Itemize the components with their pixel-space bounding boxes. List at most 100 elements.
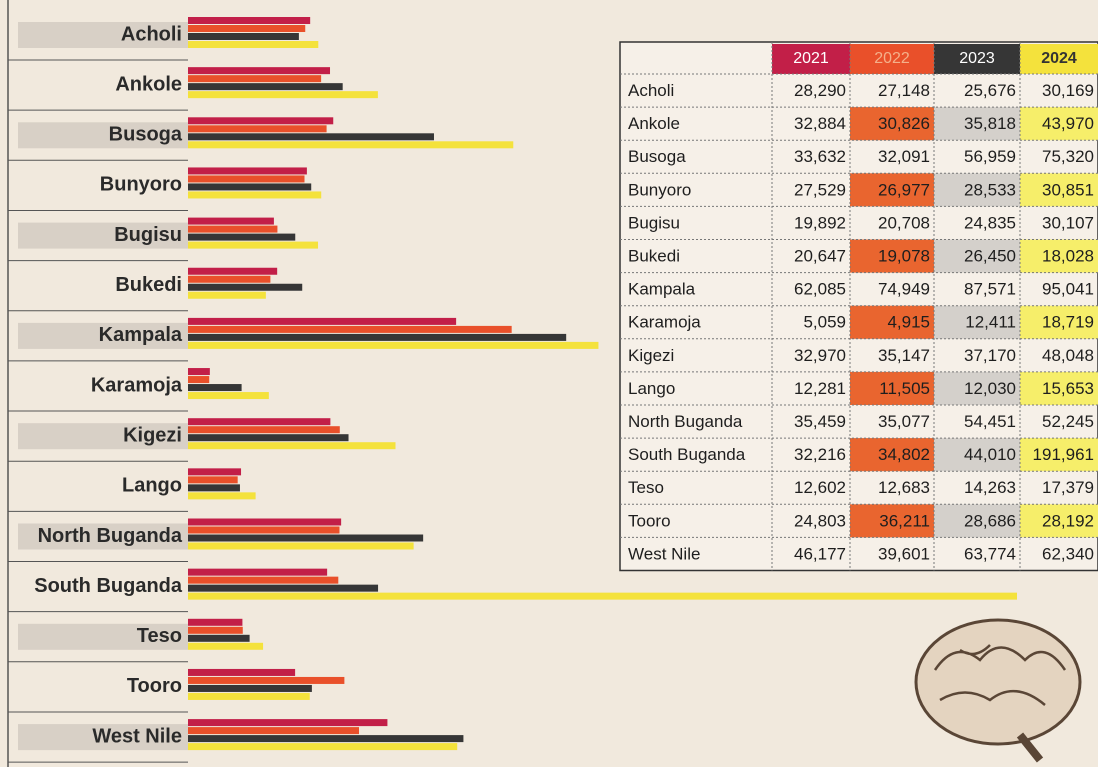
category-label: Kampala — [99, 324, 183, 346]
bar — [188, 476, 238, 484]
table-value: 35,818 — [964, 114, 1016, 133]
table-value: 15,653 — [1042, 379, 1094, 398]
table-value: 39,601 — [878, 544, 930, 563]
bar — [188, 526, 340, 534]
category-label: Bukedi — [115, 274, 182, 296]
bar — [188, 618, 243, 626]
bar — [188, 468, 242, 476]
label-strip — [18, 22, 188, 48]
table-value: 63,774 — [964, 544, 1016, 563]
bar — [188, 133, 434, 141]
table-region: Kampala — [628, 280, 696, 299]
table-value: 43,970 — [1042, 114, 1094, 133]
bar — [188, 534, 424, 542]
table-value: 30,169 — [1042, 81, 1094, 100]
bar — [188, 167, 307, 175]
category-label: South Buganda — [34, 575, 183, 597]
table-value: 33,632 — [794, 147, 846, 166]
table-value: 44,010 — [964, 445, 1016, 464]
bar — [188, 175, 305, 183]
bar — [188, 325, 512, 333]
table-region: Tooro — [628, 511, 671, 530]
table-value: 28,686 — [964, 511, 1016, 530]
bar — [188, 676, 345, 684]
bar — [188, 634, 250, 642]
table-value: 20,708 — [878, 213, 930, 232]
table-value: 46,177 — [794, 544, 846, 563]
table-header-cell — [1020, 44, 1098, 74]
table-value: 56,959 — [964, 147, 1016, 166]
bar — [188, 442, 396, 450]
table-value: 12,030 — [964, 379, 1016, 398]
table-value: 48,048 — [1042, 346, 1094, 365]
table-highlight — [1020, 305, 1098, 339]
table-value: 12,411 — [965, 313, 1016, 332]
table-value: 18,719 — [1042, 313, 1094, 332]
bar — [188, 626, 243, 634]
category-label: Busoga — [109, 124, 183, 146]
table-value: 28,533 — [964, 180, 1016, 199]
bar — [188, 743, 458, 751]
bar — [188, 392, 269, 400]
table-value: 75,320 — [1042, 147, 1094, 166]
table-value: 30,826 — [878, 114, 930, 133]
table-value: 24,803 — [794, 511, 846, 530]
table-highlight — [934, 438, 1020, 472]
table-value: 27,148 — [878, 81, 930, 100]
table-highlight — [850, 305, 934, 339]
table-value: 27,529 — [794, 180, 846, 199]
category-label: Karamoja — [91, 374, 183, 396]
bar — [188, 233, 296, 241]
table-highlight — [1020, 504, 1098, 538]
bar — [188, 384, 242, 392]
table-highlight — [934, 371, 1020, 405]
table-value: 32,216 — [794, 445, 846, 464]
table-value: 18,028 — [1042, 247, 1094, 266]
table-value: 191,961 — [1033, 445, 1094, 464]
table-highlight — [850, 504, 934, 538]
table-region: Karamoja — [628, 313, 701, 332]
table-value: 11,505 — [879, 379, 930, 398]
table-highlight — [850, 438, 934, 472]
table-value: 28,290 — [794, 81, 846, 100]
label-strip — [18, 322, 188, 349]
category-label: Kigezi — [123, 424, 182, 446]
table-value: 32,091 — [878, 147, 930, 166]
table-value: 4,915 — [887, 313, 930, 332]
bar — [188, 642, 264, 650]
bar — [188, 368, 210, 376]
table-region: West Nile — [628, 544, 700, 563]
table-region: Ankole — [628, 114, 680, 133]
bar — [188, 333, 567, 341]
table-header-cell — [772, 44, 850, 74]
table-value: 26,450 — [964, 247, 1016, 266]
table-highlight — [934, 504, 1020, 538]
label-strip — [18, 523, 188, 550]
category-label: Tooro — [127, 675, 182, 697]
bar — [188, 83, 343, 91]
category-label: Bugisu — [114, 224, 182, 246]
bar — [188, 426, 340, 434]
bar — [188, 291, 266, 299]
table-value: 52,245 — [1042, 412, 1094, 431]
table-region: North Buganda — [628, 412, 743, 431]
bar — [188, 183, 312, 191]
table-value: 32,884 — [794, 114, 846, 133]
table-value: 32,970 — [794, 346, 846, 365]
table-value: 35,147 — [878, 346, 930, 365]
label-strip — [18, 623, 188, 650]
table-value: 35,077 — [878, 412, 930, 431]
category-label: West Nile — [92, 725, 182, 747]
table-header: 2023 — [959, 50, 995, 67]
bar — [188, 25, 306, 32]
bar — [188, 584, 379, 592]
bar — [188, 484, 240, 492]
table-highlight — [1020, 438, 1098, 472]
bar — [188, 17, 311, 24]
bar — [188, 418, 331, 426]
table-value: 17,379 — [1042, 478, 1094, 497]
table-value: 54,451 — [964, 412, 1016, 431]
table-value: 12,281 — [794, 379, 846, 398]
bar — [188, 576, 339, 584]
